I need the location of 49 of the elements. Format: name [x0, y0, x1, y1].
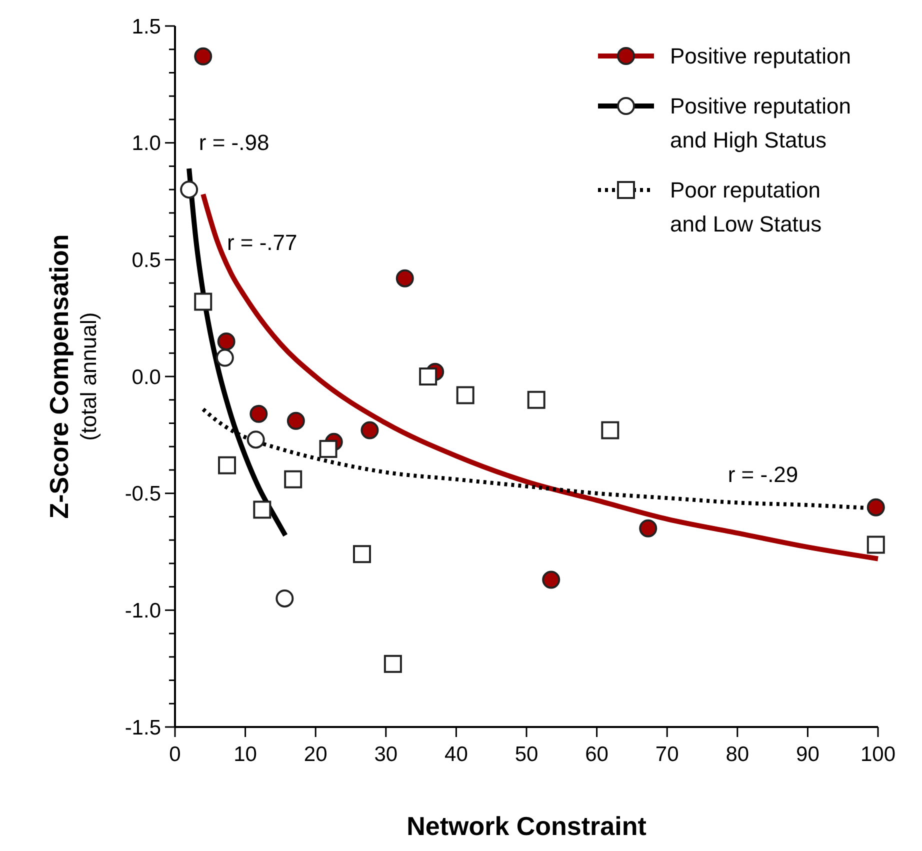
point	[866, 536, 885, 554]
x-tick-label: 90	[796, 743, 820, 766]
point	[396, 269, 414, 288]
x-tick-label: 20	[304, 743, 328, 766]
point	[639, 519, 658, 538]
point	[194, 47, 212, 66]
x-tick-label: 50	[514, 743, 538, 766]
y-axis-title: Z-Score Compensation (total annual)	[44, 234, 101, 519]
y-tick-label: 1.0	[132, 132, 161, 156]
annotation: r = -.29	[728, 462, 798, 488]
y-tick-label: 0.5	[132, 249, 161, 272]
y-tick-label: 1.5	[132, 15, 161, 38]
point	[866, 498, 885, 516]
point	[250, 404, 268, 423]
x-tick-label: 80	[726, 743, 750, 766]
point	[360, 421, 379, 440]
x-tick-label: 60	[585, 743, 608, 766]
point	[286, 412, 305, 430]
x-axis-title: Network Constraint	[406, 811, 647, 841]
point	[601, 421, 620, 440]
point	[319, 440, 338, 458]
legend-label: Positive reputation and High Status	[670, 94, 851, 153]
point	[384, 654, 402, 673]
point	[180, 180, 198, 199]
point	[456, 386, 474, 404]
x-tick-label: 100	[860, 743, 896, 766]
annotation: r = -.98	[198, 130, 270, 156]
x-tick-label: 40	[444, 743, 468, 766]
x-tick-label: 70	[655, 743, 679, 766]
point	[527, 390, 546, 409]
point	[353, 545, 371, 564]
x-tick-label: 0	[169, 743, 181, 766]
point	[542, 570, 560, 589]
point	[419, 368, 438, 386]
point	[194, 292, 212, 311]
point	[253, 500, 272, 519]
y-tick-label: 0.0	[132, 366, 161, 389]
x-tick-label: 30	[374, 743, 398, 766]
point	[218, 456, 236, 474]
legend-label: Poor reputation and Low Status	[670, 178, 822, 237]
annotation: r = -.77	[226, 230, 298, 255]
y-tick-label: -1.5	[124, 716, 161, 740]
y-tick-label: -0.5	[124, 482, 161, 506]
point	[284, 470, 302, 488]
legend-label: Positive reputation	[670, 44, 851, 69]
y-tick-label: -1.0	[124, 600, 161, 623]
point	[246, 430, 265, 449]
x-tick-label: 10	[234, 743, 257, 766]
point	[217, 332, 236, 350]
